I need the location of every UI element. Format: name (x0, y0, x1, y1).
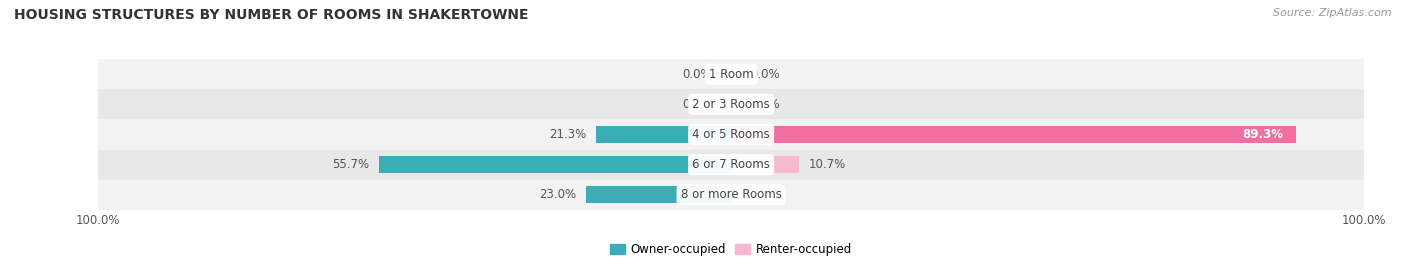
Bar (585, 186, 731, 203)
Bar (731, 156, 799, 173)
Text: 0.0%: 0.0% (751, 188, 780, 201)
Legend: Owner-occupied, Renter-occupied: Owner-occupied, Renter-occupied (606, 239, 856, 261)
Text: Source: ZipAtlas.com: Source: ZipAtlas.com (1274, 8, 1392, 18)
Text: 55.7%: 55.7% (332, 158, 370, 171)
Text: 0.0%: 0.0% (751, 98, 780, 111)
Text: 21.3%: 21.3% (550, 128, 586, 141)
Text: 6 or 7 Rooms: 6 or 7 Rooms (692, 158, 770, 171)
Bar (98, 150, 1364, 180)
Text: 8 or more Rooms: 8 or more Rooms (681, 188, 782, 201)
Text: 10.7%: 10.7% (808, 158, 845, 171)
Text: 2 or 3 Rooms: 2 or 3 Rooms (692, 98, 770, 111)
Bar (378, 156, 731, 173)
Bar (98, 59, 1364, 89)
Text: 89.3%: 89.3% (1243, 128, 1284, 141)
Text: HOUSING STRUCTURES BY NUMBER OF ROOMS IN SHAKERTOWNE: HOUSING STRUCTURES BY NUMBER OF ROOMS IN… (14, 8, 529, 22)
Bar (596, 126, 731, 143)
Bar (98, 119, 1364, 150)
Bar (98, 180, 1364, 210)
Text: 0.0%: 0.0% (682, 98, 711, 111)
Text: 0.0%: 0.0% (682, 68, 711, 81)
Text: 4 or 5 Rooms: 4 or 5 Rooms (692, 128, 770, 141)
Bar (98, 89, 1364, 119)
Text: 23.0%: 23.0% (538, 188, 576, 201)
Text: 1 Room: 1 Room (709, 68, 754, 81)
Text: 0.0%: 0.0% (751, 68, 780, 81)
Bar (731, 126, 1296, 143)
